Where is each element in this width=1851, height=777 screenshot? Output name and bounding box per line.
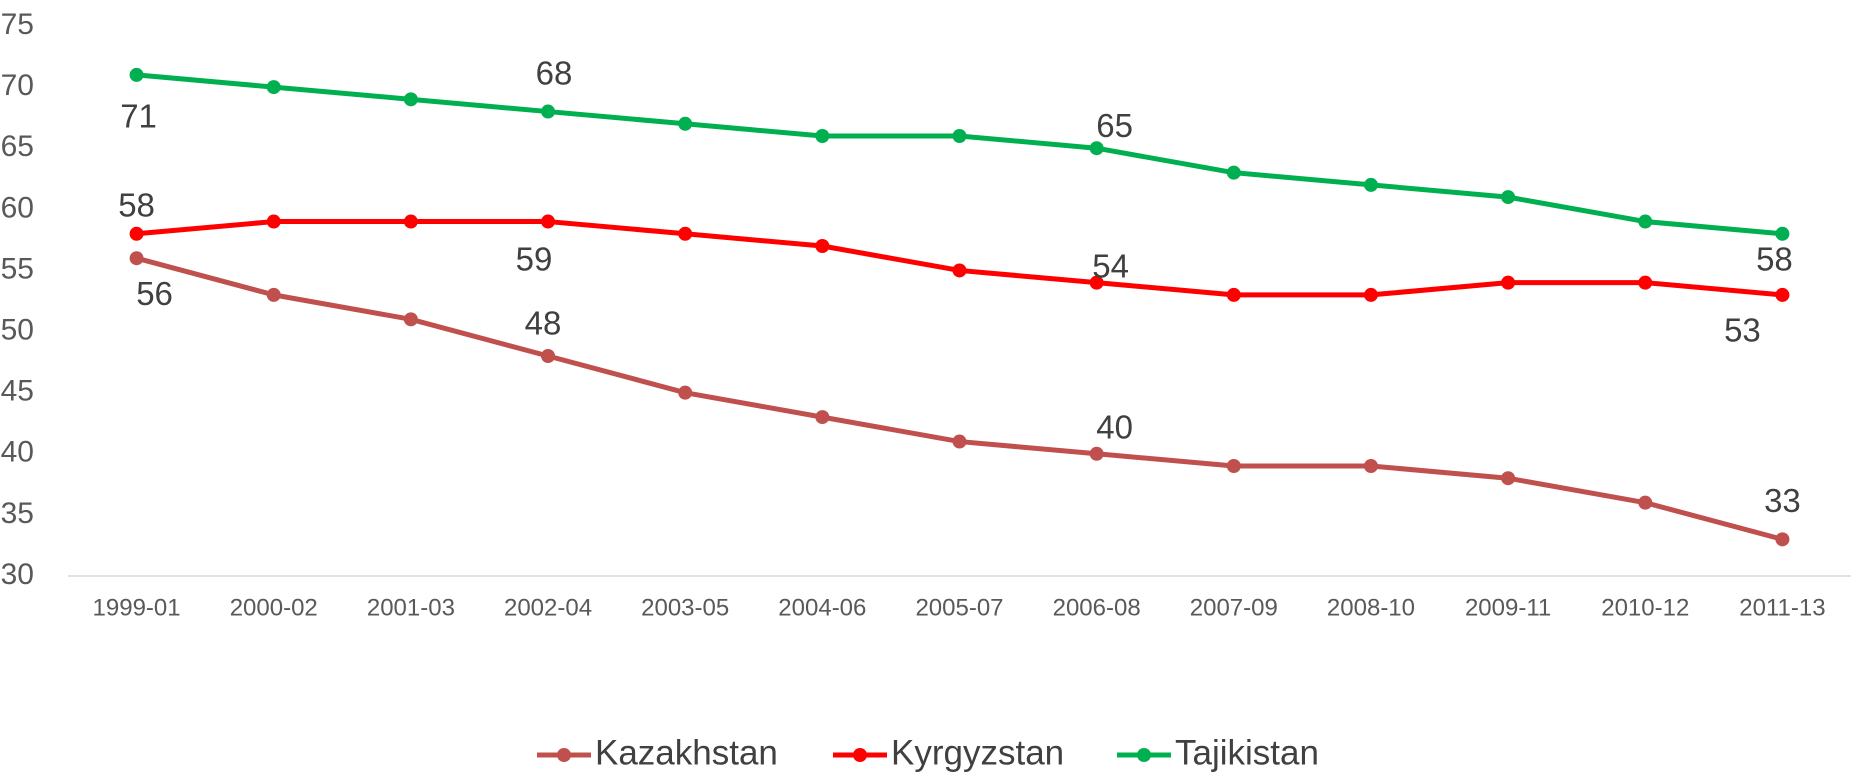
point: [1363, 177, 1378, 192]
point: [129, 67, 144, 82]
y-tick-label: 70: [1, 69, 34, 102]
x-tick-label: 2000-02: [230, 594, 318, 621]
point: [1089, 275, 1104, 290]
point: [678, 385, 693, 400]
point: [129, 226, 144, 241]
x-tick-label: 2001-03: [367, 594, 455, 621]
x-tick-label: 2008-10: [1327, 594, 1415, 621]
data-label: 53: [1724, 312, 1761, 349]
point: [1775, 226, 1790, 241]
point: [678, 226, 693, 241]
legend-label: Kyrgyzstan: [891, 733, 1064, 772]
x-tick-label: 2003-05: [641, 594, 729, 621]
point: [266, 214, 281, 229]
x-tick-label: 2010-12: [1601, 594, 1689, 621]
data-label: 54: [1092, 247, 1129, 284]
data-label: 33: [1764, 482, 1801, 519]
y-tick-label: 60: [1, 191, 34, 224]
point: [541, 214, 556, 229]
legend-marker: [853, 748, 867, 762]
point: [815, 129, 830, 143]
y-tick-label: 55: [1, 252, 34, 285]
point: [1363, 287, 1378, 302]
y-tick-label: 35: [1, 497, 34, 530]
point: [952, 129, 967, 143]
point: [266, 80, 281, 95]
point: [1226, 459, 1241, 473]
legend-label: Kazakhstan: [595, 733, 778, 772]
point: [1638, 275, 1653, 290]
point: [1501, 275, 1516, 290]
point: [1089, 141, 1104, 156]
point: [129, 251, 144, 266]
series-line: [136, 219, 1783, 298]
point: [541, 349, 556, 363]
point: [1226, 287, 1241, 302]
data-label: 65: [1096, 107, 1133, 144]
x-tick-label: 1999-01: [93, 594, 181, 621]
point: [815, 410, 830, 425]
point: [1775, 287, 1790, 302]
y-tick-label: 65: [1, 130, 34, 163]
point: [403, 92, 418, 107]
series-line: [135, 255, 1784, 542]
data-label: 58: [1756, 240, 1793, 277]
point: [541, 104, 556, 119]
x-tick-label: 2005-07: [915, 594, 1003, 621]
point: [403, 214, 418, 229]
point: [1363, 459, 1378, 473]
point: [403, 312, 418, 327]
data-label: 68: [536, 54, 573, 91]
point: [1226, 165, 1241, 180]
y-tick-label: 45: [1, 375, 34, 408]
x-tick-label: 2009-11: [1465, 594, 1551, 621]
point: [952, 263, 967, 278]
data-label: 48: [525, 305, 562, 342]
y-tick-label: 40: [1, 436, 34, 469]
x-tick-label: 2002-04: [504, 594, 592, 621]
point: [1638, 495, 1653, 510]
legend-marker: [1137, 748, 1151, 762]
x-tick-label: 2006-08: [1053, 594, 1141, 621]
x-tick-label: 2011-13: [1739, 594, 1825, 621]
point: [1089, 446, 1104, 461]
data-label: 40: [1096, 408, 1133, 445]
y-tick-label: 50: [1, 313, 34, 346]
point: [952, 434, 967, 449]
point: [266, 287, 281, 302]
point: [1501, 190, 1516, 205]
data-label: 59: [516, 240, 553, 277]
point: [1775, 532, 1790, 547]
x-tick-label: 2007-09: [1190, 594, 1278, 621]
point: [815, 239, 830, 253]
series-line: [136, 72, 1783, 237]
y-tick-label: 30: [1, 558, 34, 591]
data-label: 71: [120, 98, 157, 135]
point: [1501, 471, 1516, 486]
legend-marker: [557, 748, 571, 762]
data-label: 56: [136, 275, 173, 312]
y-tick-label: 75: [1, 8, 34, 41]
point: [1638, 214, 1653, 229]
data-label: 58: [118, 186, 155, 223]
point: [678, 116, 693, 131]
x-tick-label: 2004-06: [778, 594, 866, 621]
legend-label: Tajikistan: [1175, 733, 1319, 772]
